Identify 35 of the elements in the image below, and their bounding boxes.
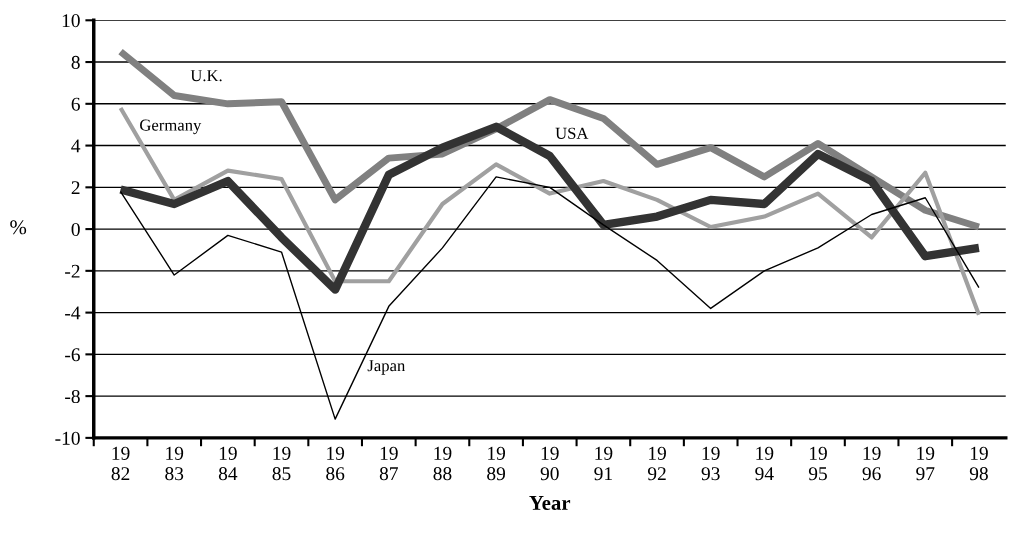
x-tick-label: 19 96 bbox=[862, 446, 881, 481]
y-tick-label: -10 bbox=[55, 431, 80, 445]
series-label: USA bbox=[555, 127, 589, 139]
x-tick-label: 19 85 bbox=[272, 446, 291, 481]
x-tick-label: 19 94 bbox=[755, 446, 774, 481]
y-tick-label: -6 bbox=[65, 348, 80, 362]
x-tick-label: 19 90 bbox=[540, 446, 559, 481]
line-series bbox=[118, 105, 982, 317]
x-tick-label: 19 97 bbox=[916, 446, 935, 481]
x-tick-label: 19 89 bbox=[487, 446, 506, 481]
y-tick-label: 4 bbox=[71, 139, 81, 153]
x-tick-label: 19 91 bbox=[594, 446, 613, 481]
x-tick-label: 19 83 bbox=[165, 446, 184, 481]
series-label: U.K. bbox=[190, 70, 222, 82]
x-tick-label: 19 87 bbox=[379, 446, 398, 481]
y-tick-label: 8 bbox=[71, 55, 80, 69]
x-tick-label: 19 92 bbox=[647, 446, 666, 481]
x-tick-label: 19 88 bbox=[433, 446, 452, 481]
y-tick-label: 0 bbox=[71, 222, 80, 237]
y-tick-label: 10 bbox=[62, 14, 80, 28]
x-tick-label: 19 84 bbox=[218, 446, 238, 481]
x-tick-label: 19 82 bbox=[111, 446, 130, 481]
x-tick-label: 19 98 bbox=[969, 446, 988, 481]
y-tick-label: -8 bbox=[65, 389, 80, 404]
x-tick-label: 19 86 bbox=[326, 446, 345, 481]
series-label: Japan bbox=[367, 360, 406, 375]
y-tick-label: -2 bbox=[65, 264, 80, 278]
x-tick-label: 19 93 bbox=[701, 446, 720, 481]
y-tick-label: 6 bbox=[71, 97, 80, 111]
y-tick-label: 2 bbox=[71, 181, 80, 195]
series-label: Germany bbox=[140, 119, 202, 135]
x-axis-title: Year bbox=[529, 496, 571, 510]
y-axis-title: % bbox=[10, 220, 27, 235]
x-tick-label: 19 95 bbox=[808, 446, 827, 481]
y-tick-label: -4 bbox=[65, 306, 81, 320]
